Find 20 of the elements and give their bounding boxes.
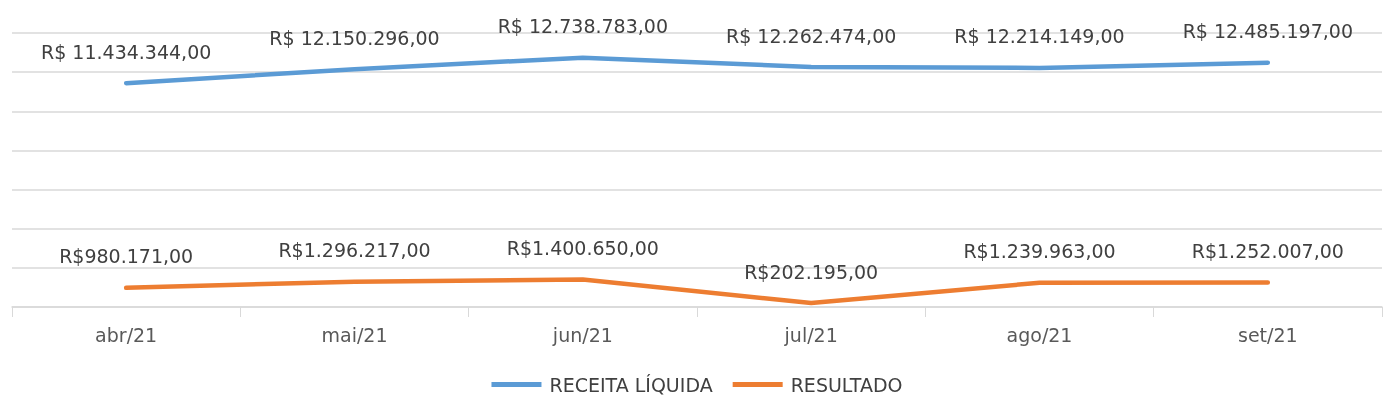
x-tick-label: ago/21 xyxy=(1006,323,1073,346)
data-label: R$ 12.738.783,00 xyxy=(497,15,669,38)
data-label: R$1.252.007,00 xyxy=(1191,240,1344,262)
data-label: R$ 12.262.474,00 xyxy=(725,24,897,47)
data-label: R$ 12.150.296,00 xyxy=(269,26,440,49)
data-label: R$ 12.485.197,00 xyxy=(1182,20,1354,43)
x-tick-label: jun/21 xyxy=(551,323,613,346)
data-label: R$1.239.963,00 xyxy=(963,240,1116,263)
x-tick-label: abr/21 xyxy=(95,323,158,346)
legend-label: RECEITA LÍQUIDA xyxy=(549,373,713,396)
data-label: R$980.171,00 xyxy=(59,245,194,268)
data-label: R$1.400.650,00 xyxy=(506,237,659,260)
data-label: R$1.296.217,00 xyxy=(278,239,431,262)
data-label: R$ 12.214.149,00 xyxy=(954,25,1125,48)
x-tick-label: mai/21 xyxy=(321,323,388,346)
data-label: R$ 11.434.344,00 xyxy=(40,40,212,63)
x-tick-label: jul/21 xyxy=(783,323,838,346)
data-label: R$202.195,00 xyxy=(744,260,879,283)
x-tick-label: set/21 xyxy=(1238,323,1298,346)
legend-label: RESULTADO xyxy=(790,373,903,396)
